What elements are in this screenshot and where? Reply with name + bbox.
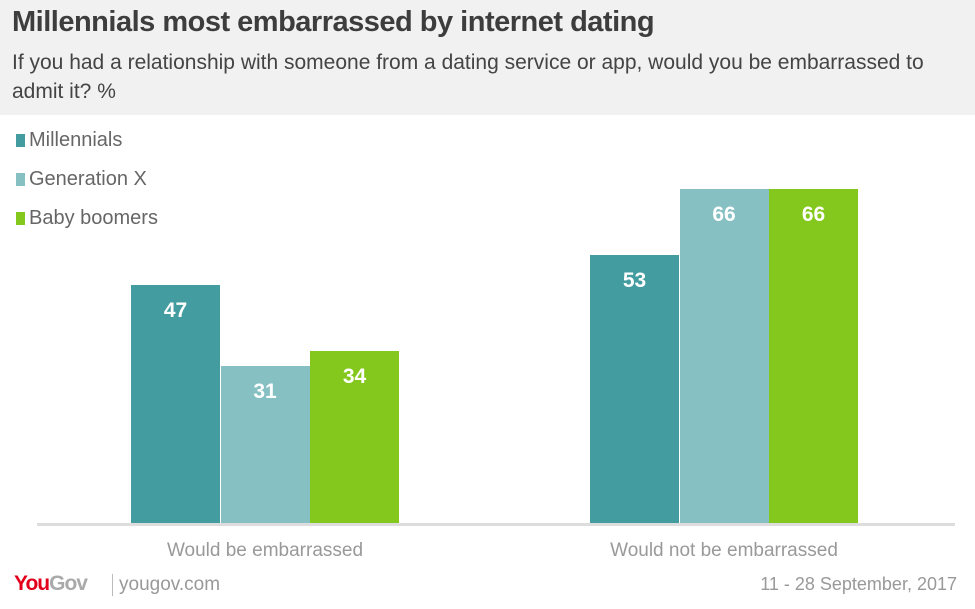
data-label: 53 (622, 268, 647, 292)
chart-title: Millennials most embarrassed by internet… (12, 6, 655, 38)
category-label: Would not be embarrassed (610, 540, 838, 561)
yougov-logo: YouGov (14, 572, 88, 595)
legend-item: Generation X (16, 168, 147, 191)
legend-swatch (16, 134, 25, 147)
bar (679, 189, 769, 523)
site-link[interactable]: yougov.com (112, 574, 220, 596)
data-label: 66 (712, 203, 736, 226)
legend-swatch (16, 173, 25, 186)
bar (769, 189, 858, 523)
bar (310, 350, 399, 523)
chart-subtitle: If you had a relationship with someone f… (12, 51, 924, 103)
data-label: 47 (163, 299, 188, 323)
bar (131, 285, 220, 523)
legend-item: Millennials (16, 129, 122, 152)
data-label: 34 (342, 364, 367, 388)
legend-label: Baby boomers (29, 207, 158, 229)
survey-date: 11 - 28 September, 2017 (760, 574, 957, 594)
bar (590, 254, 679, 523)
legend-item: Baby boomers (16, 207, 158, 230)
legend-swatch (16, 212, 25, 225)
bar (220, 366, 310, 523)
header: Millennials most embarrassed by internet… (0, 0, 975, 115)
legend-label: Millennials (29, 129, 123, 151)
category-label: Would be embarrassed (166, 540, 364, 561)
x-axis-line (37, 523, 955, 526)
data-label: 66 (801, 203, 826, 226)
legend-label: Generation X (29, 168, 147, 190)
data-label: 31 (253, 380, 277, 404)
